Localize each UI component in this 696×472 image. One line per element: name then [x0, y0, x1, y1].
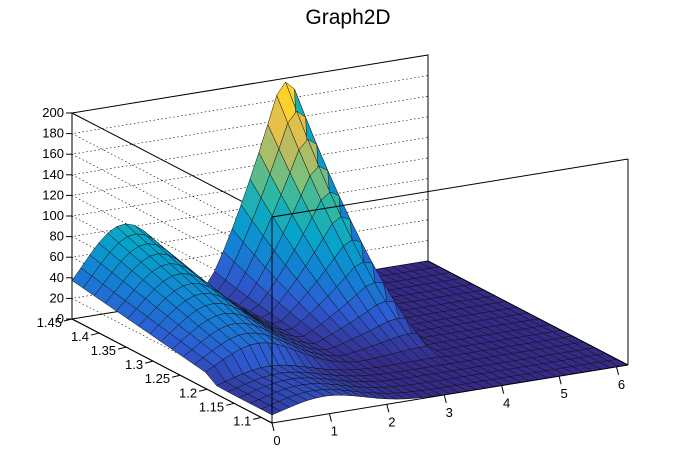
x-tick [558, 376, 562, 385]
x-tick [616, 366, 620, 375]
z-tick-label: 40 [50, 270, 64, 285]
y-tick-label: 1.2 [179, 385, 197, 400]
front-top-edge [271, 158, 629, 218]
x-tick-label: 6 [618, 377, 625, 392]
x-tick-label: 4 [503, 396, 510, 411]
z-tick-label: 80 [50, 229, 64, 244]
y-tick [90, 332, 100, 336]
y-tick-label: 1.3 [125, 357, 143, 372]
right-floor-edge [427, 260, 629, 366]
x-tick [386, 404, 390, 413]
y-tick-label: 1.25 [145, 371, 170, 386]
z-tick-label: 20 [50, 290, 64, 305]
y-tick-label: 1.1 [233, 413, 251, 428]
x-axis-line [271, 364, 629, 424]
y-tick [226, 402, 235, 406]
y-tick-label: 1.15 [199, 399, 224, 414]
x-tick-label: 0 [273, 433, 280, 448]
y-tick [117, 346, 127, 350]
front-box-edges [71, 158, 629, 424]
x-tick-label: 5 [560, 386, 567, 401]
y-tick-label: 1.4 [71, 329, 89, 344]
x-tick [501, 385, 505, 394]
y-tick-label: 1.45 [37, 315, 62, 330]
x-tick-label: 3 [446, 405, 453, 420]
x-tick-label: 2 [388, 414, 395, 429]
y-axis-line [71, 318, 273, 424]
y-tick [253, 416, 262, 420]
x-tick [328, 413, 332, 422]
z-tick-label: 100 [42, 208, 64, 223]
chart-title: Graph2D [305, 6, 390, 29]
x-tick [271, 422, 275, 432]
x-tick [443, 394, 447, 404]
z-tick-label: 120 [42, 187, 64, 202]
y-tick [199, 388, 208, 392]
z-tick-label: 160 [42, 146, 64, 161]
surface-mesh [71, 81, 629, 416]
y-tick [144, 360, 154, 364]
z-tick-label: 0 [57, 311, 64, 326]
y-tick [171, 374, 181, 378]
z-tick-label: 200 [42, 105, 64, 120]
z-tick-label: 60 [50, 249, 64, 264]
x-tick-label: 1 [331, 424, 338, 439]
z-tick-label: 180 [42, 126, 64, 141]
axis-ticks: 01234561.11.151.21.251.31.351.41.4502040… [37, 105, 625, 448]
y-tick-label: 1.35 [91, 343, 116, 358]
z-tick-label: 140 [42, 167, 64, 182]
